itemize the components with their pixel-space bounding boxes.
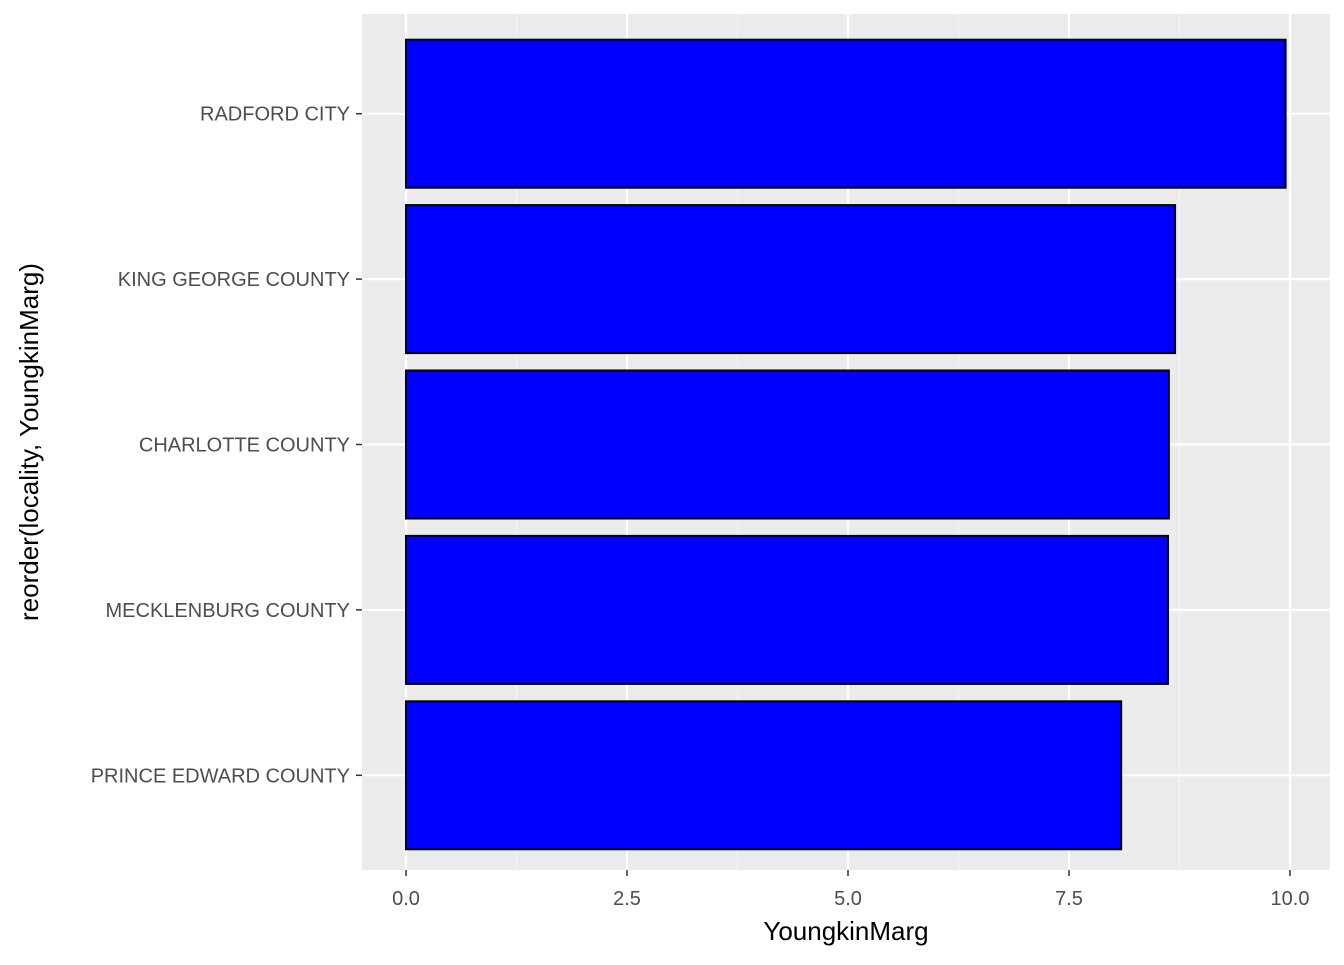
y-tick-label: KING GEORGE COUNTY xyxy=(118,269,350,291)
x-tick-label: 7.5 xyxy=(1055,888,1083,910)
tick-layer: PRINCE EDWARD COUNTY MECKLENBURG COUNTY CH… xyxy=(91,104,1310,910)
bar xyxy=(405,369,1170,520)
y-tick-label: PRINCE EDWARD COUNTY xyxy=(91,765,350,787)
y-tick-label: RADFORD CITY xyxy=(200,104,350,126)
bar xyxy=(405,534,1170,685)
bar xyxy=(405,700,1123,851)
y-axis-title: reorder(locality, YoungkinMarg) xyxy=(14,263,44,621)
x-tick-label: 5.0 xyxy=(834,888,862,910)
y-tick-label: MECKLENBURG COUNTY xyxy=(106,600,350,622)
x-axis-title: YoungkinMarg xyxy=(763,916,928,946)
x-tick-label: 0.0 xyxy=(392,888,420,910)
bar xyxy=(405,204,1177,355)
bar-layer xyxy=(405,38,1287,851)
bar xyxy=(405,38,1287,189)
x-tick-label: 10.0 xyxy=(1271,888,1310,910)
x-tick-label: 2.5 xyxy=(613,888,641,910)
y-tick-label: CHARLOTTE COUNTY xyxy=(139,435,350,457)
